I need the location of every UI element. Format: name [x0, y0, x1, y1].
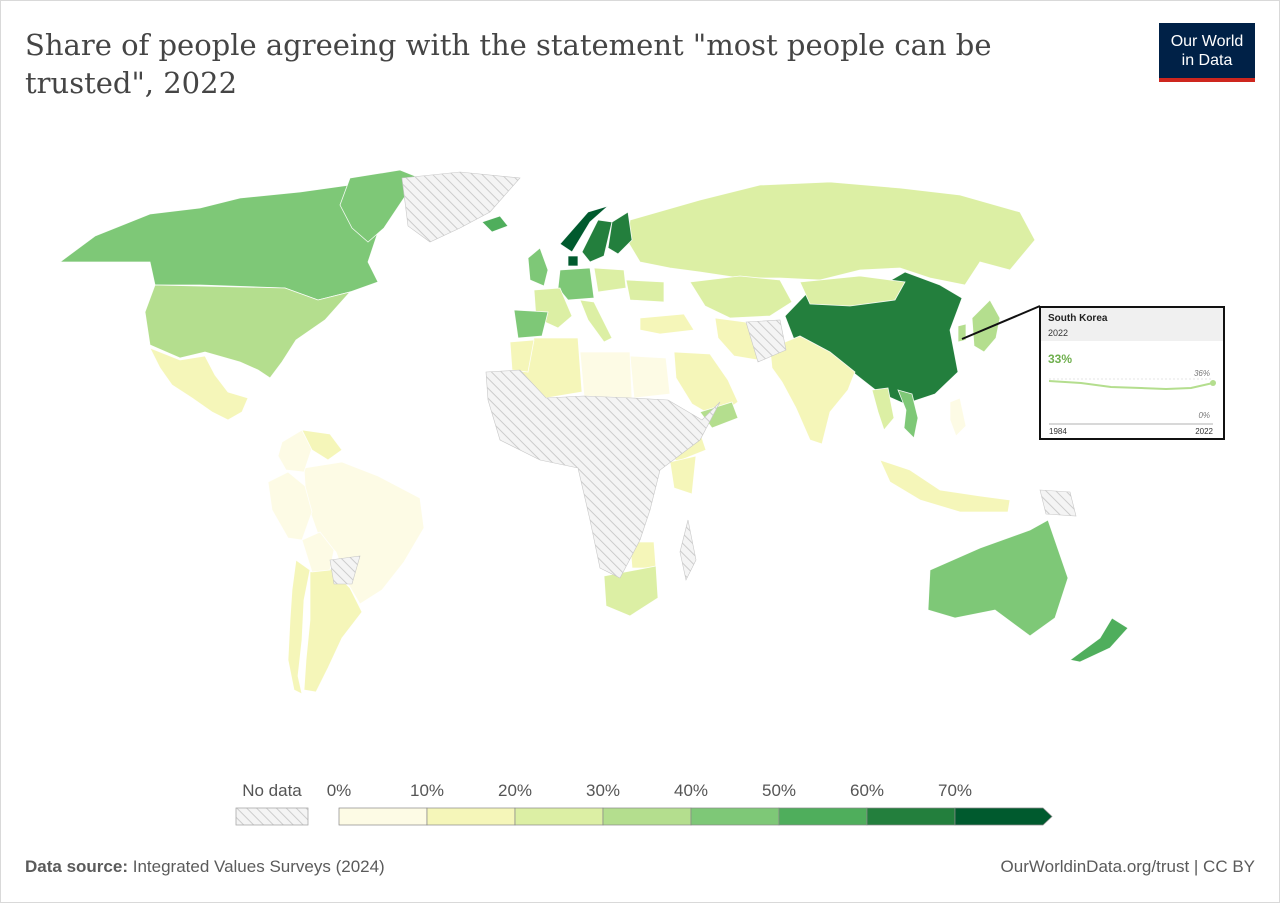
- logo-line-2: in Data: [1181, 51, 1233, 69]
- legend-tick-label: 20%: [498, 781, 532, 800]
- sparkline-endpoint: [1210, 380, 1216, 386]
- country-indonesia[interactable]: [879, 459, 1011, 513]
- country-kenya[interactable]: [669, 455, 697, 495]
- country-kazakhstan[interactable]: [689, 275, 793, 319]
- legend-bin[interactable]: [954, 807, 1053, 826]
- legend-bin[interactable]: [866, 807, 956, 826]
- country-vietnam[interactable]: [897, 389, 919, 439]
- tooltip-pointer-line: [961, 305, 1041, 340]
- no-data-region: [401, 171, 521, 243]
- country-united-states[interactable]: [144, 284, 352, 379]
- legend-bin[interactable]: [602, 807, 692, 826]
- tooltip-value: 33%: [1048, 352, 1073, 366]
- country-morocco[interactable]: [509, 339, 535, 373]
- country-greenland[interactable]: [339, 169, 416, 243]
- country-tooltip: South Korea 2022 33% 36% 0% 1984 2022: [1039, 306, 1225, 440]
- legend-bin[interactable]: [778, 807, 868, 826]
- country-south-korea[interactable]: [957, 323, 967, 343]
- country-germany[interactable]: [557, 267, 595, 301]
- country-south-africa[interactable]: [603, 565, 659, 617]
- legend-tick-label: 40%: [674, 781, 708, 800]
- country-mongolia[interactable]: [799, 275, 906, 307]
- country-ukraine[interactable]: [625, 279, 665, 303]
- country-india[interactable]: [769, 335, 856, 445]
- no-data-region: [679, 519, 697, 581]
- owid-logo[interactable]: Our World in Data: [1159, 23, 1255, 82]
- data-source-label: Data source:: [25, 857, 128, 876]
- legend-bin[interactable]: [690, 807, 780, 826]
- country-sweden[interactable]: [581, 219, 613, 263]
- country-peru[interactable]: [267, 471, 313, 541]
- tooltip-country: South Korea: [1048, 313, 1108, 324]
- chart-title: Share of people agreeing with the statem…: [25, 28, 992, 100]
- legend-bin[interactable]: [514, 807, 604, 826]
- legend-tick-label: 10%: [410, 781, 444, 800]
- country-poland[interactable]: [593, 267, 627, 293]
- country-thailand[interactable]: [871, 387, 895, 431]
- legend-tick-label: 0%: [327, 781, 352, 800]
- country-spain[interactable]: [513, 309, 549, 339]
- country-chile[interactable]: [287, 559, 311, 695]
- legend-tick-label: 60%: [850, 781, 884, 800]
- no-data-region: [485, 369, 721, 579]
- data-source: Data source: Integrated Values Surveys (…: [25, 857, 385, 877]
- no-data-region: [1039, 489, 1077, 517]
- map-legend: No data 0% 10% 20% 30% 40% 50% 60% 70%: [235, 781, 1053, 826]
- no-data-region: [745, 319, 787, 363]
- sparkline-min-label: 0%: [1198, 411, 1210, 420]
- country-canada[interactable]: [58, 184, 386, 301]
- legend-tick-label: 50%: [762, 781, 796, 800]
- country-mexico[interactable]: [149, 347, 249, 421]
- country-norway[interactable]: [559, 205, 609, 253]
- country-finland[interactable]: [607, 211, 633, 255]
- legend-tick-label: 30%: [586, 781, 620, 800]
- legend-bin[interactable]: [426, 807, 516, 826]
- country-united-kingdom[interactable]: [527, 247, 549, 287]
- tooltip-year: 2022: [1048, 328, 1069, 338]
- tooltip-header: South Korea 2022: [1041, 308, 1223, 341]
- country-japan[interactable]: [971, 299, 1001, 353]
- sparkline-end-year: 2022: [1195, 427, 1213, 436]
- country-egypt[interactable]: [629, 355, 671, 399]
- sparkline-start-year: 1984: [1049, 427, 1067, 436]
- country-denmark[interactable]: [567, 255, 579, 267]
- country-venezuela[interactable]: [301, 429, 343, 461]
- country-iceland[interactable]: [481, 215, 509, 233]
- legend-tick-label: 70%: [938, 781, 972, 800]
- legend-bin[interactable]: [338, 807, 428, 826]
- country-philippines[interactable]: [949, 397, 967, 437]
- tooltip-sparkline: 36% 0% 1984 2022: [1048, 369, 1216, 436]
- country-new-zealand[interactable]: [1069, 617, 1129, 663]
- country-turkey[interactable]: [639, 313, 695, 335]
- source-link[interactable]: OurWorldinData.org/trust | CC BY: [1000, 857, 1255, 876]
- country-russia[interactable]: [627, 181, 1036, 286]
- sparkline-max-label: 36%: [1194, 369, 1210, 378]
- no-data-region: [329, 555, 361, 585]
- data-source-text: Integrated Values Surveys (2024): [132, 857, 385, 876]
- country-libya[interactable]: [579, 351, 633, 399]
- logo-line-1: Our World: [1170, 32, 1244, 50]
- sparkline-path: [1048, 380, 1214, 391]
- legend-no-data-swatch: [235, 807, 309, 826]
- legend-no-data-label: No data: [242, 781, 302, 800]
- country-italy[interactable]: [579, 299, 613, 343]
- country-australia[interactable]: [927, 519, 1069, 637]
- world-map: [58, 169, 1129, 695]
